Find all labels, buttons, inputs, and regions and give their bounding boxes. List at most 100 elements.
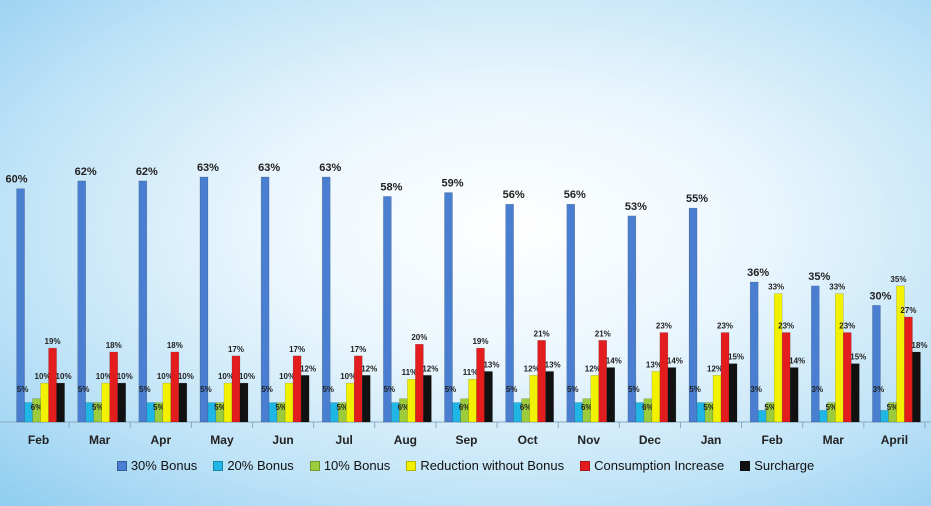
bar-30-bonus-4: [199, 176, 209, 423]
data-label: 35%: [890, 275, 906, 284]
bar-30-bonus-8: [444, 192, 453, 423]
data-label: 5%: [764, 403, 776, 412]
legend-item: Surcharge: [740, 458, 814, 473]
data-label: 12%: [300, 364, 316, 373]
data-label: 6%: [581, 403, 593, 412]
bar-reduction-without-bonus-11: [651, 371, 661, 423]
data-label: 12%: [422, 364, 438, 373]
bar-30-bonus-5: [260, 176, 270, 423]
category-label: Jan: [701, 433, 722, 447]
bar-reduction-without-bonus-4: [223, 382, 233, 423]
data-label: 10%: [56, 372, 72, 381]
data-label: 13%: [545, 360, 561, 369]
data-label: 17%: [228, 345, 244, 354]
data-label: 6%: [31, 403, 43, 412]
data-label: 10%: [157, 372, 173, 381]
category-label: April: [881, 433, 908, 447]
bar-surcharge-11: [667, 367, 677, 423]
bar-chart: 60%5%6%10%19%10%Feb62%5%5%10%18%10%Mar62…: [0, 162, 931, 447]
category-label: Jul: [336, 433, 353, 447]
data-label: 33%: [768, 283, 784, 292]
bar-20-bonus-13: [757, 410, 767, 423]
data-label: 5%: [139, 385, 151, 394]
bar-reduction-without-bonus-7: [407, 378, 416, 423]
bar-30-bonus-1: [16, 188, 25, 423]
data-label: 5%: [322, 385, 334, 394]
data-label: 63%: [197, 162, 219, 174]
bar-30-bonus-14: [811, 285, 820, 423]
data-label: 6%: [520, 403, 532, 412]
data-label: 11%: [463, 368, 479, 377]
data-label: 5%: [384, 385, 396, 394]
data-label: 5%: [200, 385, 212, 394]
category-label: May: [210, 433, 234, 447]
data-label: 10%: [279, 372, 295, 381]
bar-consumption-increase-2: [109, 351, 118, 423]
data-label: 23%: [717, 322, 733, 331]
data-label: 5%: [78, 385, 90, 394]
bar-consumption-increase-15: [904, 316, 913, 423]
legend-swatch: [309, 460, 320, 471]
category-label: Aug: [394, 433, 417, 447]
bar-surcharge-13: [789, 367, 799, 423]
data-label: 23%: [656, 322, 672, 331]
category-label: Nov: [577, 433, 600, 447]
data-label: 53%: [625, 201, 647, 213]
legend-label: Consumption Increase: [594, 458, 725, 473]
data-label: 23%: [839, 322, 855, 331]
data-label: 10%: [178, 372, 194, 381]
bar-30-bonus-11: [627, 215, 637, 423]
legend-item: Reduction without Bonus: [406, 458, 564, 473]
bar-surcharge-12: [728, 363, 738, 423]
data-label: 58%: [380, 181, 402, 193]
data-label: 10%: [96, 372, 112, 381]
data-label: 60%: [6, 174, 28, 186]
category-label: Mar: [823, 433, 845, 447]
bar-30-bonus-6: [321, 176, 331, 423]
data-label: 15%: [850, 353, 866, 362]
data-label: 17%: [350, 345, 366, 354]
bar-30-bonus-9: [505, 203, 514, 423]
data-label: 10%: [239, 372, 255, 381]
data-label: 5%: [92, 403, 104, 412]
data-label: 5%: [153, 403, 165, 412]
data-label: 5%: [506, 385, 518, 394]
legend-label: Reduction without Bonus: [420, 458, 565, 473]
bar-surcharge-1: [56, 382, 65, 423]
data-label: 20%: [411, 333, 427, 342]
legend-label: 20% Bonus: [227, 458, 294, 473]
data-label: 56%: [503, 189, 525, 201]
data-label: 5%: [689, 385, 701, 394]
bar-reduction-without-bonus-6: [345, 382, 355, 423]
bar-30-bonus-2: [77, 180, 86, 423]
data-label: 5%: [628, 385, 640, 394]
legend-swatch: [580, 460, 591, 471]
data-label: 5%: [826, 403, 838, 412]
data-label: 30%: [869, 290, 891, 302]
data-label: 13%: [646, 360, 662, 369]
data-label: 12%: [524, 364, 540, 373]
data-label: 5%: [336, 403, 348, 412]
bar-20-bonus-14: [819, 410, 828, 423]
data-label: 19%: [45, 337, 61, 346]
data-label: 19%: [472, 337, 488, 346]
data-label: 33%: [829, 283, 845, 292]
bar-consumption-increase-11: [659, 332, 669, 423]
data-label: 14%: [667, 357, 683, 366]
data-label: 12%: [585, 364, 601, 373]
bar-consumption-increase-3: [170, 351, 180, 423]
legend-item: 10% Bonus: [309, 458, 390, 473]
data-label: 10%: [218, 372, 234, 381]
bar-surcharge-4: [239, 382, 249, 423]
data-label: 10%: [340, 372, 356, 381]
bar-consumption-increase-14: [843, 332, 852, 423]
data-label: 15%: [728, 353, 744, 362]
bar-30-bonus-10: [566, 203, 576, 423]
data-label: 5%: [17, 385, 29, 394]
data-label: 35%: [808, 271, 830, 283]
category-label: Jun: [272, 433, 293, 447]
legend-swatch: [406, 460, 417, 471]
category-label: Apr: [150, 433, 171, 447]
data-label: 17%: [289, 345, 305, 354]
bar-30-bonus-13: [749, 281, 759, 423]
